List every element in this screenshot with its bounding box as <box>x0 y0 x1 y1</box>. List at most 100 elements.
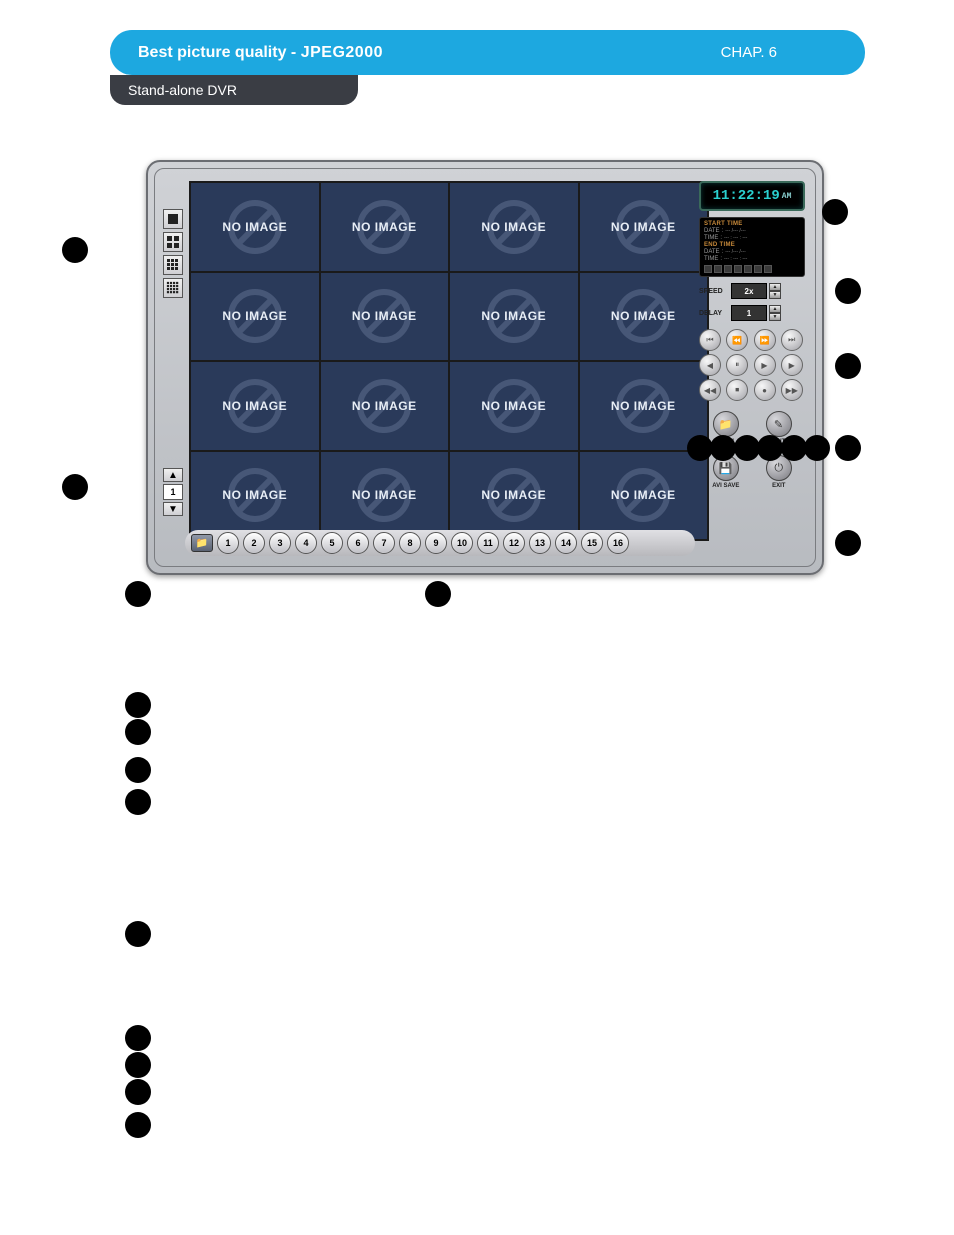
callout-bullet <box>62 474 88 500</box>
rewind-button[interactable]: ⏪ <box>726 329 748 351</box>
camera-cell[interactable]: NO IMAGE <box>191 183 319 271</box>
speed-up-button[interactable]: ▲ <box>769 283 781 291</box>
skip-back-button[interactable]: ⏮ <box>699 329 721 351</box>
channel-list: 12345678910111213141516 <box>217 532 629 554</box>
channel-button-12[interactable]: 12 <box>503 532 525 554</box>
page-number: 1 <box>163 484 183 500</box>
speed-value: 2x <box>731 283 767 299</box>
channel-button-11[interactable]: 11 <box>477 532 499 554</box>
camera-grid: NO IMAGENO IMAGENO IMAGENO IMAGENO IMAGE… <box>189 181 709 541</box>
callout-bullet <box>62 237 88 263</box>
channel-button-9[interactable]: 9 <box>425 532 447 554</box>
camera-cell[interactable]: NO IMAGE <box>191 452 319 540</box>
callout-bullet <box>822 199 848 225</box>
camera-cell[interactable]: NO IMAGE <box>191 362 319 450</box>
camera-cell[interactable]: NO IMAGE <box>450 273 578 361</box>
no-image-label: NO IMAGE <box>481 488 546 502</box>
next-button[interactable]: ▶▶ <box>781 379 803 401</box>
layout-16-button[interactable] <box>163 278 183 298</box>
prev-button[interactable]: ◀◀ <box>699 379 721 401</box>
callout-bullet <box>125 789 151 815</box>
pause-button[interactable]: ⏸ <box>726 354 748 376</box>
playback-controls: ⏮ ⏪ ⏩ ⏭ ◀ ⏸ ▶ ▶ ◀◀ ⏹ ● ▶▶ <box>699 329 805 401</box>
channel-button-5[interactable]: 5 <box>321 532 343 554</box>
stop-button[interactable]: ⏹ <box>726 379 748 401</box>
channel-button-15[interactable]: 15 <box>581 532 603 554</box>
forward-button[interactable]: ⏩ <box>754 329 776 351</box>
end-time-label: END TIME <box>704 242 800 248</box>
callout-bullet <box>710 435 736 461</box>
layout-9-button[interactable] <box>163 255 183 275</box>
delay-down-button[interactable]: ▼ <box>769 313 781 321</box>
no-image-label: NO IMAGE <box>222 309 287 323</box>
speed-down-button[interactable]: ▼ <box>769 291 781 299</box>
timeline-markers <box>704 265 800 273</box>
delay-up-button[interactable]: ▲ <box>769 305 781 313</box>
no-image-label: NO IMAGE <box>352 399 417 413</box>
chapter-label: CHAP. 6 <box>721 44 777 61</box>
callout-bullet <box>757 435 783 461</box>
channel-button-1[interactable]: 1 <box>217 532 239 554</box>
no-image-label: NO IMAGE <box>352 220 417 234</box>
camera-cell[interactable]: NO IMAGE <box>321 362 449 450</box>
camera-cell[interactable]: NO IMAGE <box>321 273 449 361</box>
camera-cell[interactable]: NO IMAGE <box>321 183 449 271</box>
channel-button-10[interactable]: 10 <box>451 532 473 554</box>
record-button[interactable]: ● <box>754 379 776 401</box>
callout-bullet <box>835 353 861 379</box>
camera-cell[interactable]: NO IMAGE <box>191 273 319 361</box>
channel-button-4[interactable]: 4 <box>295 532 317 554</box>
step-back-button[interactable]: ◀ <box>699 354 721 376</box>
camera-cell[interactable]: NO IMAGE <box>580 452 708 540</box>
channel-bar: 📁 12345678910111213141516 <box>185 530 695 556</box>
no-image-label: NO IMAGE <box>611 309 676 323</box>
page-up-button[interactable]: ▲ <box>163 468 183 482</box>
layout-4-button[interactable] <box>163 232 183 252</box>
layout-1-button[interactable] <box>163 209 183 229</box>
page-down-button[interactable]: ▼ <box>163 502 183 516</box>
folder-icon[interactable]: 📁 <box>191 534 213 552</box>
no-image-label: NO IMAGE <box>222 488 287 502</box>
camera-cell[interactable]: NO IMAGE <box>321 452 449 540</box>
clock-display: 11:22:19 AM <box>699 181 805 211</box>
callout-bullet <box>804 435 830 461</box>
channel-button-2[interactable]: 2 <box>243 532 265 554</box>
channel-button-3[interactable]: 3 <box>269 532 291 554</box>
channel-button-13[interactable]: 13 <box>529 532 551 554</box>
channel-button-16[interactable]: 16 <box>607 532 629 554</box>
channel-button-6[interactable]: 6 <box>347 532 369 554</box>
camera-cell[interactable]: NO IMAGE <box>580 273 708 361</box>
header-subtitle: Stand-alone DVR <box>110 75 358 105</box>
header-title: Best picture quality - JPEG2000 <box>138 44 721 62</box>
callout-bullet <box>835 278 861 304</box>
play-button[interactable]: ▶ <box>754 354 776 376</box>
dvr-viewer: ▲ 1 ▼ NO IMAGENO IMAGENO IMAGENO IMAGENO… <box>146 160 824 575</box>
no-image-label: NO IMAGE <box>222 399 287 413</box>
callout-bullet <box>125 757 151 783</box>
callout-bullet <box>125 921 151 947</box>
no-image-label: NO IMAGE <box>611 220 676 234</box>
callout-bullet <box>125 1025 151 1051</box>
no-image-label: NO IMAGE <box>611 488 676 502</box>
right-panel: 11:22:19 AM START TIME DATE : --- /--- /… <box>699 181 805 556</box>
no-image-label: NO IMAGE <box>352 309 417 323</box>
time-range-box: START TIME DATE : --- /--- /--- TIME : -… <box>699 217 805 277</box>
no-image-label: NO IMAGE <box>611 399 676 413</box>
camera-cell[interactable]: NO IMAGE <box>450 452 578 540</box>
channel-button-8[interactable]: 8 <box>399 532 421 554</box>
callout-bullet <box>125 719 151 745</box>
channel-button-7[interactable]: 7 <box>373 532 395 554</box>
layout-rail <box>163 209 185 298</box>
camera-cell[interactable]: NO IMAGE <box>450 362 578 450</box>
callout-bullet <box>835 530 861 556</box>
camera-cell[interactable]: NO IMAGE <box>580 362 708 450</box>
callout-bullet <box>425 581 451 607</box>
step-fwd-button[interactable]: ▶ <box>781 354 803 376</box>
skip-fwd-button[interactable]: ⏭ <box>781 329 803 351</box>
no-image-label: NO IMAGE <box>481 220 546 234</box>
delay-value: 1 <box>731 305 767 321</box>
callout-bullet <box>835 435 861 461</box>
channel-button-14[interactable]: 14 <box>555 532 577 554</box>
camera-cell[interactable]: NO IMAGE <box>580 183 708 271</box>
camera-cell[interactable]: NO IMAGE <box>450 183 578 271</box>
